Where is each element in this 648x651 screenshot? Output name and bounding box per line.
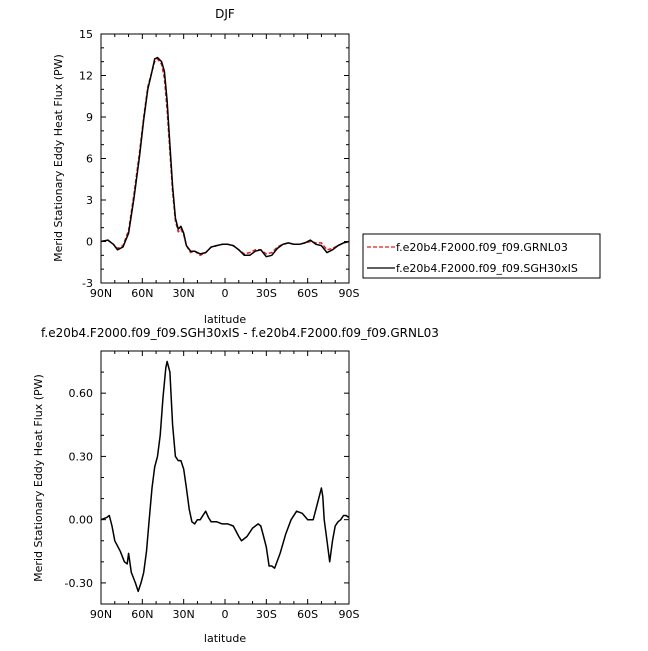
y-axis-label: Merid Stationary Eddy Heat Flux (PW) xyxy=(52,54,65,262)
series-line-1 xyxy=(100,56,350,258)
x-tick-label: 60S xyxy=(297,608,318,621)
y-tick-label: 0.00 xyxy=(69,514,94,527)
chart-title: f.e20b4.F2000.f09_f09.SGH30xIS - f.e20b4… xyxy=(41,326,439,340)
y-tick-label: 0 xyxy=(86,236,93,249)
series-line-0 xyxy=(100,58,350,257)
legend-entry-0: f.e20b4.F2000.f09_f09.GRNL03 xyxy=(396,241,568,254)
panel-bottom: f.e20b4.F2000.f09_f09.SGH30xIS - f.e20b4… xyxy=(32,326,439,645)
x-tick-label: 30S xyxy=(256,608,277,621)
x-tick-label: 90N xyxy=(90,608,112,621)
plot-frame xyxy=(100,350,350,605)
x-tick-label: 60N xyxy=(131,287,153,300)
y-tick-label: 6 xyxy=(86,153,93,166)
legend-box xyxy=(362,233,601,279)
y-tick-label: 12 xyxy=(79,70,93,83)
legend: f.e20b4.F2000.f09_f09.GRNL03 f.e20b4.F20… xyxy=(362,233,601,279)
y-tick-label: 0.60 xyxy=(69,387,94,400)
x-tick-label: 0 xyxy=(222,608,229,621)
x-tick-label: 60N xyxy=(131,608,153,621)
y-axis-label: Merid Stationary Eddy Heat Flux (PW) xyxy=(32,374,45,582)
y-tick-label: 3 xyxy=(86,194,93,207)
x-tick-label: 0 xyxy=(222,287,229,300)
y-tick-label: 0.30 xyxy=(69,450,94,463)
x-tick-label: 90S xyxy=(339,287,360,300)
y-tick-label: 9 xyxy=(86,111,93,124)
x-tick-label: 90N xyxy=(90,287,112,300)
chart-title: DJF xyxy=(215,7,235,21)
x-tick-label: 90S xyxy=(339,608,360,621)
y-tick-label: -3 xyxy=(82,277,93,290)
x-tick-label: 30N xyxy=(173,608,195,621)
x-axis-label: latitude xyxy=(204,632,246,645)
y-tick-label: 15 xyxy=(79,28,93,41)
panel-top: DJF Merid Stationary Eddy Heat Flux (PW)… xyxy=(52,7,360,326)
x-tick-label: 60S xyxy=(297,287,318,300)
y-tick-label: -0.30 xyxy=(65,577,93,590)
series-line-0 xyxy=(100,360,350,593)
x-tick-label: 30S xyxy=(256,287,277,300)
legend-entry-1: f.e20b4.F2000.f09_f09.SGH30xIS xyxy=(396,262,578,275)
x-tick-label: 30N xyxy=(173,287,195,300)
x-axis-label: latitude xyxy=(204,313,246,326)
